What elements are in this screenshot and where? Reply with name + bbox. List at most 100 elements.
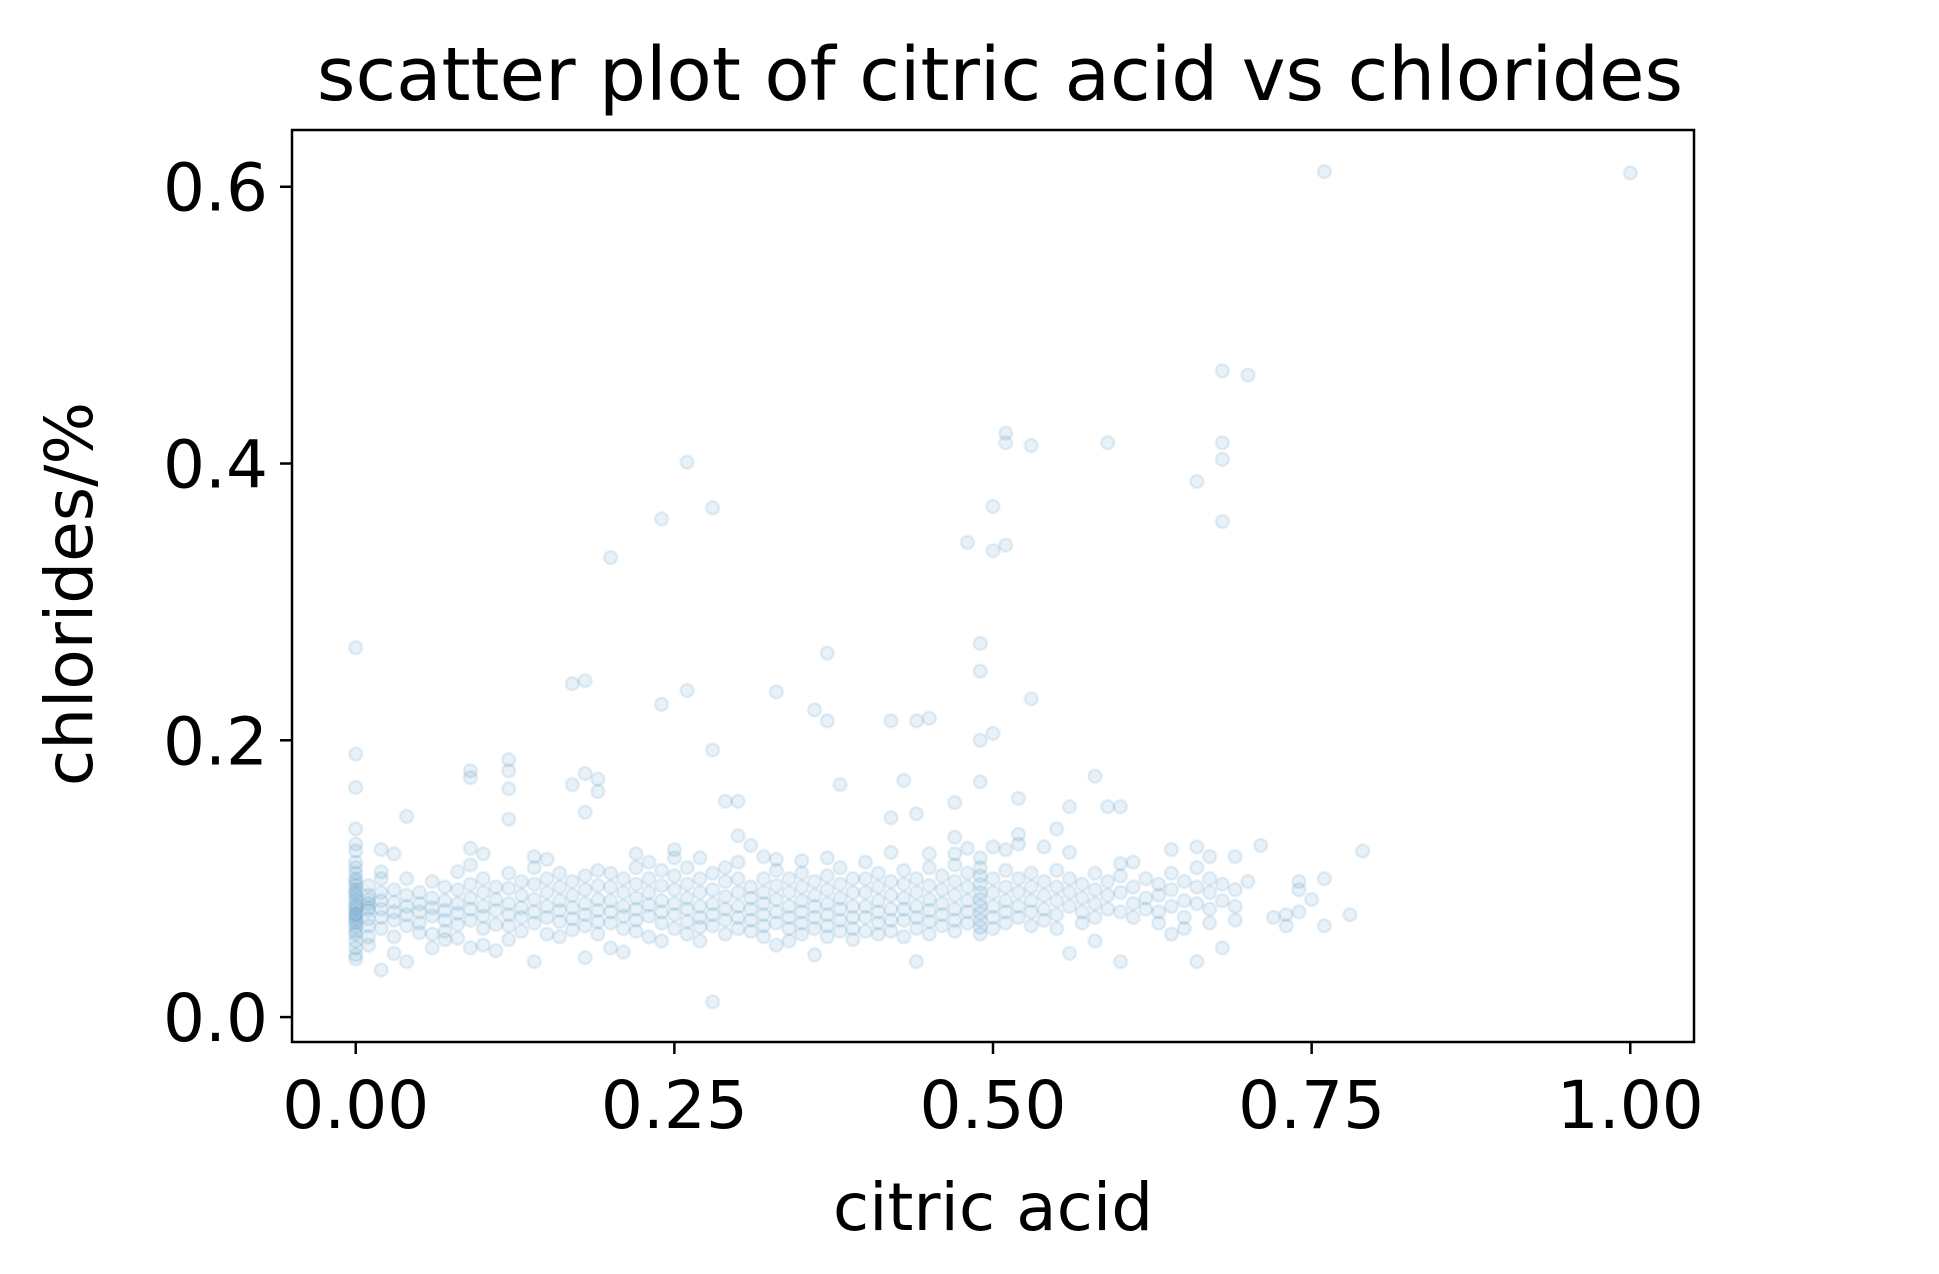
scatter-point — [972, 732, 989, 749]
scatter-point — [947, 857, 963, 873]
scatter-point — [347, 940, 364, 956]
scatter-point — [590, 891, 606, 908]
scatter-point — [347, 909, 364, 926]
scatter-point — [449, 864, 466, 880]
scatter-point — [959, 893, 976, 909]
scatter-point — [806, 873, 823, 890]
scatter-point — [1023, 865, 1039, 881]
scatter-point — [896, 912, 912, 928]
scatter-point — [704, 994, 721, 1010]
scatter-point — [947, 873, 963, 890]
scatter-point — [551, 893, 568, 909]
scatter-point — [997, 862, 1014, 879]
scatter-point — [1112, 855, 1129, 872]
scatter-point — [602, 940, 619, 956]
scatter-point — [475, 937, 491, 953]
scatter-point — [883, 912, 899, 928]
scatter-point — [1189, 895, 1205, 912]
scatter-point — [704, 865, 721, 881]
scatter-point — [347, 891, 364, 908]
scatter-point — [1010, 870, 1027, 887]
scatter-point — [921, 902, 938, 919]
scatter-point — [972, 859, 989, 876]
chart-title: scatter plot of citric acid vs chlorides — [317, 32, 1683, 118]
scatter-point — [730, 920, 746, 937]
scatter-point — [653, 933, 670, 949]
scatter-point — [755, 884, 772, 901]
scatter-point — [692, 870, 708, 887]
scatter-point — [500, 895, 517, 912]
scatter-point — [437, 893, 453, 909]
scatter-point — [692, 919, 708, 935]
scatter-point — [985, 870, 1001, 887]
scatter-point — [704, 895, 721, 912]
scatter-point — [360, 900, 377, 916]
scatter-point — [1214, 876, 1231, 892]
scatter-point — [832, 890, 848, 906]
scatter-point — [845, 898, 861, 915]
scatter-point — [1099, 887, 1116, 904]
scatter-point — [449, 905, 466, 922]
scatter-point — [730, 909, 746, 926]
scatter-point — [590, 783, 606, 800]
scatter-point — [653, 893, 670, 909]
scatter-point — [1023, 437, 1039, 454]
x-tick-label: 0.00 — [282, 1067, 429, 1144]
scatter-point — [462, 912, 479, 928]
scatter-point — [768, 877, 785, 894]
scatter-point — [794, 852, 810, 869]
scatter-point — [704, 742, 721, 758]
scatter-point — [997, 435, 1014, 451]
scatter-point — [398, 808, 415, 825]
scatter-point — [743, 879, 759, 895]
scatter-point — [717, 859, 734, 876]
scatter-point — [781, 884, 797, 901]
scatter-point — [488, 942, 504, 959]
scatter-point — [437, 931, 453, 948]
scatter-point — [373, 884, 389, 901]
scatter-point — [1048, 906, 1065, 923]
scatter-point — [730, 828, 746, 844]
scatter-point — [997, 425, 1014, 441]
scatter-point — [1163, 898, 1180, 915]
scatter-point — [959, 865, 976, 881]
scatter-point — [781, 920, 797, 937]
scatter-point — [704, 918, 721, 934]
scatter-point — [1163, 841, 1180, 858]
scatter-point — [921, 913, 938, 930]
scatter-point — [1201, 915, 1218, 931]
scatter-point — [577, 868, 593, 884]
scatter-point — [462, 769, 479, 786]
scatter-point — [1227, 912, 1243, 928]
scatter-point — [1316, 870, 1333, 887]
scatter-point — [386, 929, 402, 945]
scatter-point — [717, 901, 734, 917]
scatter-point — [526, 915, 542, 931]
scatter-point — [564, 873, 581, 890]
scatter-point — [972, 884, 989, 901]
scatter-point — [1150, 876, 1167, 892]
y-tick-label: 0.4 — [163, 427, 268, 504]
scatter-point — [590, 877, 606, 894]
scatter-point — [347, 898, 364, 915]
scatter-point — [1201, 870, 1218, 887]
scatter-point — [781, 933, 797, 949]
scatter-point — [347, 746, 364, 762]
scatter-point — [730, 898, 746, 915]
scatter-point — [488, 879, 504, 895]
scatter-point — [679, 876, 695, 892]
points-layer — [347, 163, 1639, 1010]
scatter-point — [1010, 898, 1027, 915]
scatter-point — [1176, 920, 1192, 937]
scatter-point — [997, 904, 1014, 920]
scatter-point — [1291, 873, 1307, 890]
scatter-point — [1112, 953, 1129, 970]
scatter-point — [845, 870, 861, 887]
scatter-point — [1087, 865, 1103, 881]
scatter-point — [602, 904, 619, 920]
scatter-point — [628, 859, 644, 876]
scatter-point — [1125, 909, 1141, 926]
scatter-point — [590, 902, 606, 919]
scatter-point — [475, 898, 491, 915]
scatter-point — [704, 882, 721, 898]
